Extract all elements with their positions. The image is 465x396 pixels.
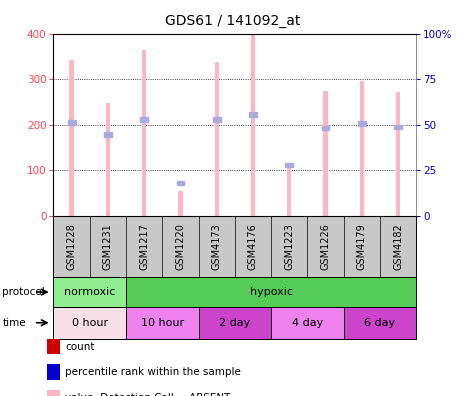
Bar	[323, 91, 328, 216]
Text: GSM4179: GSM4179	[357, 223, 367, 270]
Text: protocol: protocol	[2, 287, 45, 297]
Bar	[69, 60, 74, 216]
Bar	[214, 62, 219, 216]
Text: percentile rank within the sample: percentile rank within the sample	[65, 367, 241, 377]
Text: GSM1231: GSM1231	[103, 223, 113, 270]
Bar	[251, 34, 255, 216]
Bar	[213, 117, 220, 122]
Bar	[396, 92, 400, 216]
Text: time: time	[2, 318, 26, 328]
Text: 10 hour: 10 hour	[141, 318, 184, 328]
Bar	[178, 191, 183, 216]
Text: GSM4176: GSM4176	[248, 223, 258, 270]
Bar	[394, 125, 402, 129]
Text: GDS61 / 141092_at: GDS61 / 141092_at	[165, 14, 300, 28]
Bar	[322, 126, 329, 130]
Bar	[104, 133, 112, 137]
Text: 6 day: 6 day	[365, 318, 395, 328]
Bar	[359, 82, 364, 216]
Bar	[140, 117, 148, 122]
Text: value, Detection Call = ABSENT: value, Detection Call = ABSENT	[65, 393, 231, 396]
Bar	[53, 277, 126, 307]
Bar	[271, 307, 344, 339]
Text: GSM1223: GSM1223	[284, 223, 294, 270]
Text: GSM4182: GSM4182	[393, 223, 403, 270]
Bar	[126, 277, 416, 307]
Text: GSM1220: GSM1220	[175, 223, 186, 270]
Bar	[249, 112, 257, 117]
Text: 4 day: 4 day	[292, 318, 323, 328]
Bar	[286, 162, 293, 167]
Bar	[287, 164, 292, 216]
Text: 0 hour: 0 hour	[72, 318, 108, 328]
Text: normoxic: normoxic	[64, 287, 115, 297]
Bar	[126, 307, 199, 339]
Text: hypoxic: hypoxic	[250, 287, 292, 297]
Text: GSM1217: GSM1217	[139, 223, 149, 270]
Text: 2 day: 2 day	[219, 318, 251, 328]
Bar	[106, 103, 110, 216]
Text: GSM4173: GSM4173	[212, 223, 222, 270]
Bar	[358, 121, 365, 126]
Bar	[199, 307, 271, 339]
Bar	[53, 307, 126, 339]
Bar	[344, 307, 416, 339]
Bar	[142, 50, 146, 216]
Bar	[68, 120, 75, 125]
Bar	[177, 181, 184, 185]
Text: GSM1226: GSM1226	[320, 223, 331, 270]
Text: count: count	[65, 341, 94, 352]
Text: GSM1228: GSM1228	[66, 223, 77, 270]
